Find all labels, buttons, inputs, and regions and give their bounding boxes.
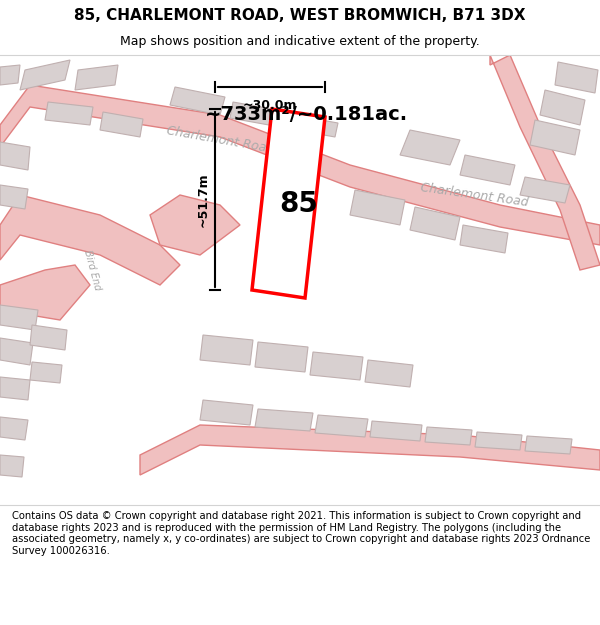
Text: ~30.0m: ~30.0m [243, 99, 297, 112]
Polygon shape [0, 455, 24, 477]
Polygon shape [30, 362, 62, 383]
Polygon shape [490, 55, 600, 270]
Polygon shape [252, 109, 325, 298]
Polygon shape [365, 360, 413, 387]
Polygon shape [170, 87, 225, 115]
Polygon shape [0, 265, 90, 320]
Polygon shape [460, 225, 508, 253]
Polygon shape [310, 352, 363, 380]
Polygon shape [200, 335, 253, 365]
Text: 85, CHARLEMONT ROAD, WEST BROMWICH, B71 3DX: 85, CHARLEMONT ROAD, WEST BROMWICH, B71 … [74, 8, 526, 23]
Polygon shape [200, 400, 253, 425]
Text: Charlemont Road: Charlemont Road [420, 181, 530, 209]
Text: Charlemont Road: Charlemont Road [165, 124, 274, 156]
Polygon shape [0, 195, 180, 285]
Polygon shape [410, 207, 460, 240]
Polygon shape [30, 325, 67, 350]
Polygon shape [0, 85, 600, 245]
Text: Bird End: Bird End [82, 249, 102, 291]
Polygon shape [255, 342, 308, 372]
Text: ~733m²/~0.181ac.: ~733m²/~0.181ac. [205, 106, 408, 124]
Polygon shape [150, 195, 240, 255]
Polygon shape [0, 142, 30, 170]
Polygon shape [520, 177, 570, 203]
Text: Contains OS data © Crown copyright and database right 2021. This information is : Contains OS data © Crown copyright and d… [12, 511, 590, 556]
Polygon shape [45, 102, 93, 125]
Polygon shape [475, 432, 522, 450]
Polygon shape [370, 421, 422, 441]
Polygon shape [315, 415, 368, 437]
Polygon shape [20, 60, 70, 90]
Polygon shape [530, 120, 580, 155]
Polygon shape [555, 62, 598, 93]
Polygon shape [0, 305, 38, 330]
Polygon shape [425, 427, 472, 445]
Polygon shape [0, 65, 20, 85]
Polygon shape [290, 115, 338, 137]
Polygon shape [255, 409, 313, 431]
Polygon shape [540, 90, 585, 125]
Polygon shape [0, 338, 33, 365]
Polygon shape [525, 436, 572, 454]
Text: ~51.7m: ~51.7m [197, 172, 209, 227]
Text: 85: 85 [279, 189, 318, 218]
Polygon shape [460, 155, 515, 185]
Polygon shape [0, 185, 28, 209]
Polygon shape [350, 190, 405, 225]
Polygon shape [100, 112, 143, 137]
Text: Map shows position and indicative extent of the property.: Map shows position and indicative extent… [120, 35, 480, 48]
Polygon shape [400, 130, 460, 165]
Polygon shape [75, 65, 118, 90]
Polygon shape [230, 102, 283, 127]
Polygon shape [140, 425, 600, 475]
Polygon shape [0, 417, 28, 440]
Polygon shape [0, 377, 30, 400]
